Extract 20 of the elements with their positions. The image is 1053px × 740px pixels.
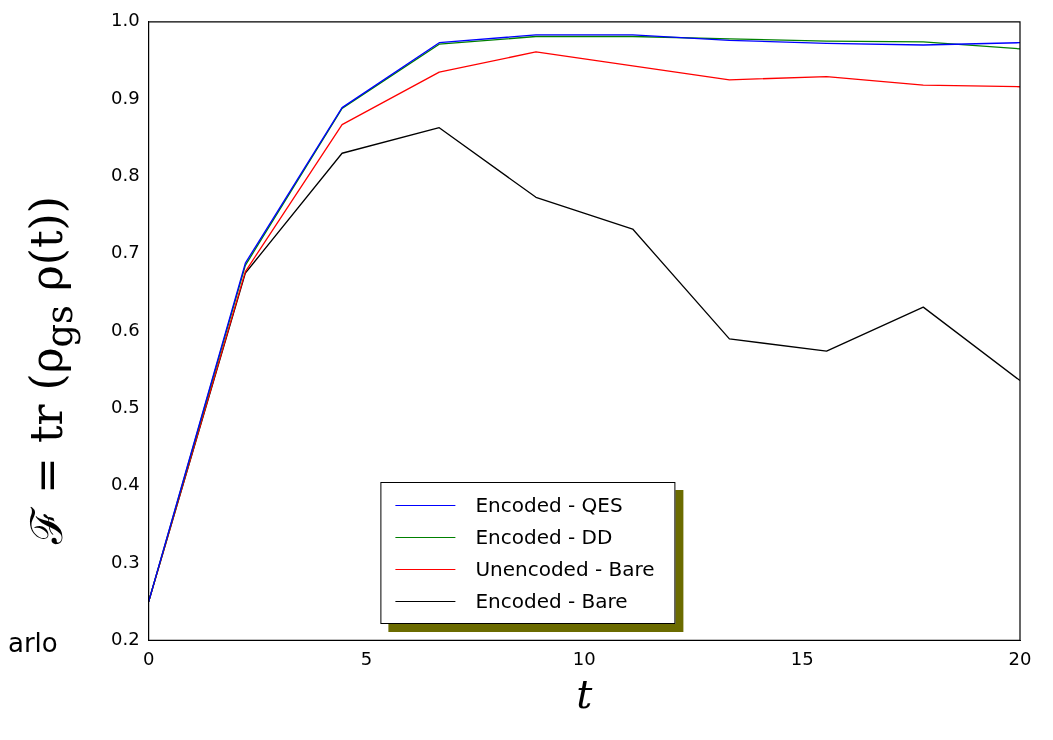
x-tick-label: 20 <box>1008 647 1032 669</box>
legend-label: Encoded - Bare <box>475 589 628 613</box>
y-tick-label: 0.4 <box>110 473 140 495</box>
x-axis-title: t <box>576 671 594 718</box>
y-tick-label: 1.0 <box>110 9 140 31</box>
y-tick-label: 0.2 <box>110 628 140 650</box>
y-tick-label: 0.6 <box>110 318 140 340</box>
x-tick-label: 5 <box>360 647 373 669</box>
y-tick-label: 0.7 <box>110 241 140 263</box>
x-tick-label: 10 <box>572 647 596 669</box>
x-tick-label: 0 <box>142 647 155 669</box>
y-tick-label: 0.8 <box>110 164 140 186</box>
x-tick-label: 15 <box>790 647 814 669</box>
text: arlo <box>8 628 58 658</box>
y-tick-label: 0.9 <box>110 86 140 108</box>
legend-label: Encoded - DD <box>475 525 613 549</box>
legend-label: Encoded - QES <box>475 493 623 517</box>
y-tick-label: 0.3 <box>110 550 140 572</box>
legend-label: Unencoded - Bare <box>475 557 655 581</box>
y-tick-label: 0.5 <box>110 396 140 418</box>
